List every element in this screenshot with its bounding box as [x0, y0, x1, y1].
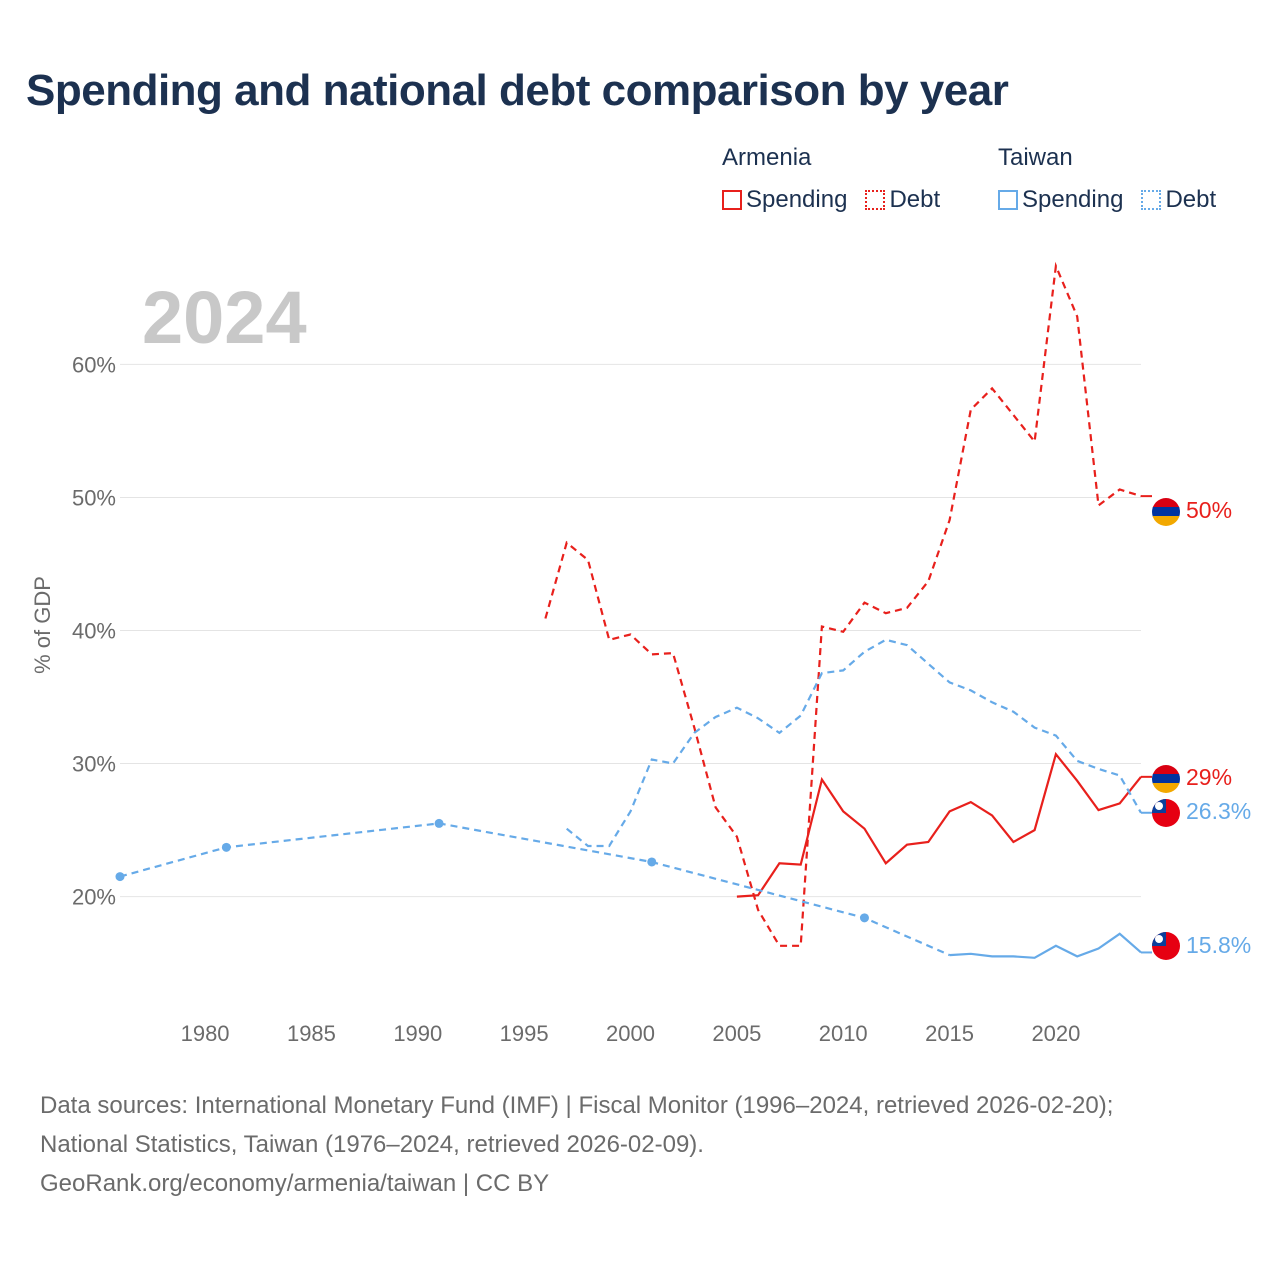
chart-title: Spending and national debt comparison by… [26, 66, 1009, 115]
x-tick-label: 2010 [819, 1021, 868, 1046]
armenia-flag-icon [1152, 765, 1180, 793]
legend-armenia: Armenia Spending Debt [722, 144, 958, 214]
taiwan-spending-point [647, 857, 657, 867]
legend-taiwan-debt[interactable]: Debt [1141, 186, 1216, 214]
legend-label: Debt [1165, 186, 1217, 213]
y-tick-label: 50% [72, 485, 116, 510]
y-tick-label: 30% [72, 752, 116, 777]
armenia-debt-line [544, 261, 1142, 947]
legend-taiwan-spending[interactable]: Spending [998, 186, 1123, 214]
year-watermark: 2024 [142, 276, 307, 359]
taiwan-spending-line [949, 932, 1142, 959]
taiwan-spending-interpolated-line [119, 822, 951, 957]
y-tick-label: 20% [72, 885, 116, 910]
armenia-flag-icon [1152, 498, 1180, 526]
taiwan-spending-point [221, 842, 231, 852]
armenia-debt-end-label: 50% [1186, 497, 1232, 523]
footer-link[interactable]: GeoRank.org/economy/armenia/taiwan | CC … [40, 1170, 550, 1197]
armenia-spending-end-label: 29% [1186, 764, 1232, 790]
legend-label: Spending [746, 186, 848, 213]
footer-line: National Statistics, Taiwan (1976–2024, … [40, 1131, 704, 1158]
legend-solid-swatch [998, 190, 1018, 210]
taiwan-spending-point [434, 818, 444, 828]
y-axis-title: % of GDP [30, 576, 55, 674]
taiwan-spending-point [859, 913, 869, 923]
x-tick-label: 2000 [606, 1021, 655, 1046]
legend-taiwan: Taiwan Spending Debt [998, 144, 1216, 214]
legend-dotted-swatch [1141, 190, 1162, 210]
x-tick-label: 1990 [393, 1021, 442, 1046]
legend-solid-swatch [722, 190, 742, 210]
x-tick-label: 1985 [287, 1021, 336, 1046]
y-tick-label: 60% [72, 352, 116, 377]
legend-armenia-name: Armenia [722, 144, 812, 171]
y-tick-label: 40% [72, 619, 116, 644]
footer-line: Data sources: International Monetary Fun… [40, 1092, 1114, 1119]
x-tick-label: 2020 [1031, 1021, 1080, 1046]
x-tick-label: 1980 [181, 1021, 230, 1046]
taiwan-debt-line [566, 638, 1142, 848]
x-tick-label: 2015 [925, 1021, 974, 1046]
legend-label: Debt [889, 186, 941, 213]
legend-taiwan-name: Taiwan [998, 144, 1073, 171]
taiwan-spending-point [115, 872, 125, 882]
taiwan-spending-end-label: 15.8% [1186, 932, 1251, 958]
taiwan-flag-icon [1152, 932, 1180, 960]
legend-dotted-swatch [865, 190, 886, 210]
legend-armenia-spending[interactable]: Spending [722, 186, 847, 214]
x-tick-label: 1995 [500, 1021, 549, 1046]
x-tick-label: 2005 [712, 1021, 761, 1046]
taiwan-flag-icon [1152, 799, 1180, 827]
legend-armenia-debt[interactable]: Debt [865, 186, 940, 214]
legend-label: Spending [1022, 186, 1124, 213]
taiwan-debt-end-label: 26.3% [1186, 798, 1251, 824]
armenia-spending-line [736, 751, 1142, 898]
footer-sources: Data sources: International Monetary Fun… [40, 1086, 1113, 1203]
